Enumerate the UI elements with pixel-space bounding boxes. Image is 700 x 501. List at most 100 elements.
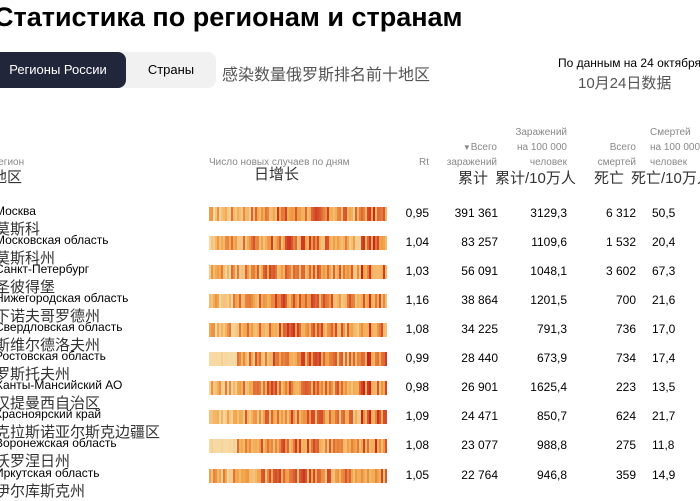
- heat-cell: [303, 469, 306, 483]
- heat-cell: [295, 294, 298, 308]
- heat-cell: [217, 323, 220, 337]
- heat-cell: [313, 381, 316, 395]
- tab-russia-regions[interactable]: Регионы России: [0, 52, 126, 88]
- heat-cell: [209, 352, 212, 366]
- heat-cell: [309, 294, 312, 308]
- daily-heat-strip: [209, 381, 387, 395]
- heat-cell: [327, 352, 330, 366]
- heat-cell: [319, 381, 322, 395]
- region-name: Красноярский край: [0, 407, 102, 421]
- heat-cell: [219, 294, 222, 308]
- heat-cell: [265, 265, 268, 279]
- table-row[interactable]: Ханты-Мансийский АО 汉提曼西自治区 0,98 26 901 …: [0, 378, 700, 412]
- table-row[interactable]: Нижегородская область 下诺夫哥罗德州 1,16 38 86…: [0, 291, 700, 325]
- heat-cell: [229, 323, 232, 337]
- heat-cell: [299, 469, 302, 483]
- heat-cell: [369, 265, 372, 279]
- heat-cell: [313, 323, 316, 337]
- col-header-deaths-per100k[interactable]: Смертей на 100 000 человек: [650, 127, 700, 168]
- heat-cell: [305, 381, 308, 395]
- heat-cell: [333, 323, 336, 337]
- deaths-per100k-value: 21,7: [652, 409, 676, 423]
- heat-cell: [309, 381, 312, 395]
- heat-cell: [361, 410, 364, 424]
- heat-cell: [317, 469, 320, 483]
- heat-cell: [265, 294, 268, 308]
- heat-cell: [343, 236, 346, 250]
- heat-cell: [237, 469, 240, 483]
- heat-cell: [379, 323, 382, 337]
- heat-cell: [369, 381, 372, 395]
- heat-cell: [235, 294, 238, 308]
- heat-cell: [369, 294, 372, 308]
- table-row[interactable]: Москва 莫斯科 0,95 391 361 3129,3 6 312 50,…: [0, 204, 700, 238]
- table-row[interactable]: Воронежская область 沃罗涅日州 1,08 23 077 98…: [0, 436, 700, 470]
- heat-cell: [373, 323, 376, 337]
- heat-cell: [305, 236, 308, 250]
- heat-cell: [317, 439, 320, 453]
- data-date-translation: 10月24日数据: [578, 75, 672, 92]
- heat-cell: [277, 207, 280, 221]
- col-header-deaths[interactable]: Всего смертей: [597, 142, 636, 168]
- table-row[interactable]: Красноярский край 克拉斯诺亚尔斯克边疆区 1,09 24 47…: [0, 407, 700, 441]
- heat-cell: [331, 265, 334, 279]
- heat-cell: [319, 207, 322, 221]
- heat-cell: [381, 352, 384, 366]
- heat-cell: [299, 352, 302, 366]
- table-row[interactable]: Московская область 莫斯科州 1,04 83 257 1109…: [0, 233, 700, 267]
- heat-cell: [385, 439, 387, 453]
- heat-cell: [213, 381, 216, 395]
- heat-cell: [293, 410, 296, 424]
- deaths-per100k-value: 17,0: [652, 322, 676, 336]
- heat-cell: [291, 265, 294, 279]
- region-name: Нижегородская область: [0, 291, 129, 305]
- heat-cell: [375, 381, 378, 395]
- heat-cell: [285, 207, 288, 221]
- col-header-per100k[interactable]: Заражений на 100 000 человек: [515, 127, 567, 168]
- heat-cell: [371, 439, 374, 453]
- heat-cell: [385, 469, 387, 483]
- col-header-region: Регион: [0, 157, 25, 168]
- heat-cell: [245, 352, 248, 366]
- heat-cell: [335, 381, 338, 395]
- heat-cell: [367, 410, 370, 424]
- heat-cell: [361, 294, 364, 308]
- table-row[interactable]: Иркутская область 伊尔库斯克州 1,05 22 764 946…: [0, 466, 700, 500]
- heat-cell: [337, 469, 340, 483]
- heat-cell: [213, 323, 216, 337]
- heat-cell: [361, 469, 364, 483]
- col-header-total[interactable]: ▼Всего заражений: [446, 142, 497, 168]
- heat-cell: [373, 207, 376, 221]
- heat-cell: [325, 236, 328, 250]
- heat-cell: [327, 381, 330, 395]
- heat-cell: [323, 236, 326, 250]
- heat-cell: [251, 381, 254, 395]
- heat-cell: [349, 410, 352, 424]
- heat-cell: [367, 236, 370, 250]
- heat-cell: [253, 323, 256, 337]
- heat-cell: [269, 323, 272, 337]
- heat-cell: [327, 265, 330, 279]
- heat-cell: [343, 410, 346, 424]
- heat-cell: [293, 439, 296, 453]
- heat-cell: [257, 439, 260, 453]
- col-header-rt[interactable]: Rt: [419, 157, 429, 168]
- heat-cell: [363, 294, 366, 308]
- tab-countries[interactable]: Страны: [147, 62, 195, 77]
- heat-cell: [343, 265, 346, 279]
- heat-cell: [307, 236, 310, 250]
- heat-cell: [327, 323, 330, 337]
- table-row[interactable]: Санкт-Петербург 圣彼得堡 1,03 56 091 1048,1 …: [0, 262, 700, 296]
- table-row[interactable]: Свердловская область 斯维尔德洛夫州 1,08 34 225…: [0, 320, 700, 354]
- heat-cell: [281, 410, 284, 424]
- heat-cell: [245, 236, 248, 250]
- heat-cell: [329, 265, 332, 279]
- heat-cell: [311, 294, 314, 308]
- heat-cell: [219, 410, 222, 424]
- table-row[interactable]: Ростовская область 罗斯托夫州 0,99 28 440 673…: [0, 349, 700, 383]
- heat-cell: [227, 381, 230, 395]
- heat-cell: [315, 236, 318, 250]
- heat-cell: [261, 439, 264, 453]
- heat-cell: [365, 265, 368, 279]
- heat-cell: [237, 381, 240, 395]
